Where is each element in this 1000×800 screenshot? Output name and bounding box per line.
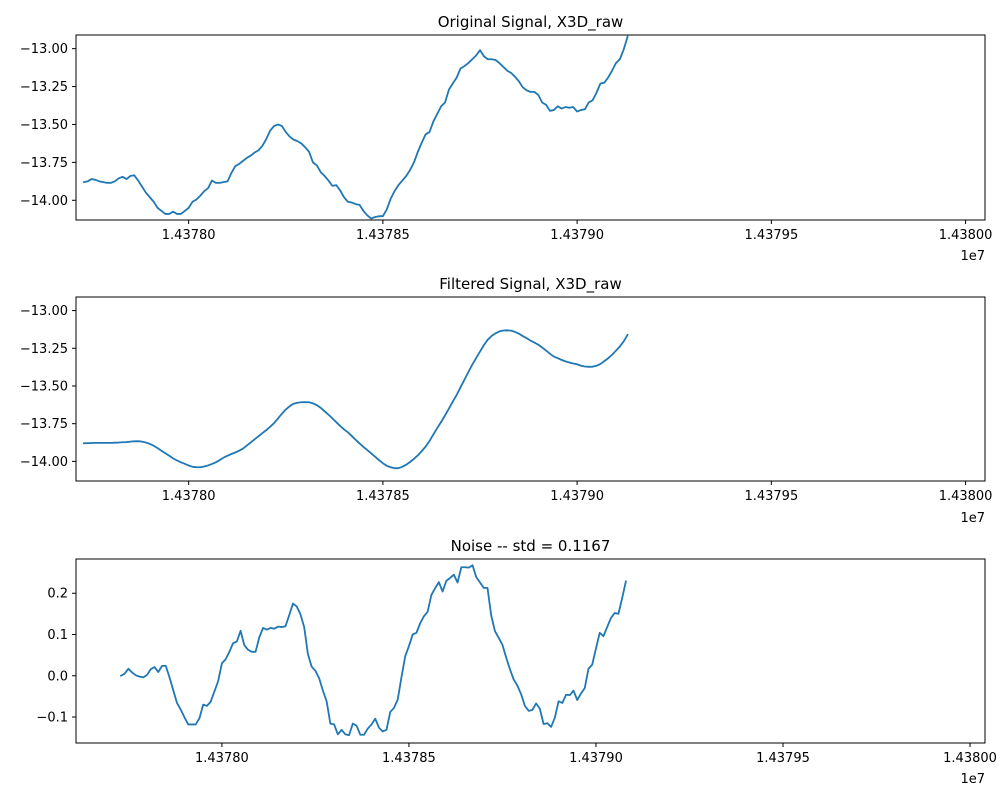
y-tick-label: 0.1 [47,628,68,643]
subplot-original-signal: Original Signal, X3D_raw 1.43780 1.43785 1… [20,13,993,264]
y-tick-label: 0.0 [47,669,68,684]
y-tick-label: −13.00 [20,304,68,319]
x-tick-label: 1.43780 [162,489,216,504]
y-tick-label: −13.25 [20,342,68,357]
x-tick-label: 1.43800 [939,228,993,243]
axes-frame [75,558,986,744]
y-tick-label: −14.00 [20,455,68,470]
x-axis-offset-label: 1e7 [960,249,985,264]
x-tick-label: 1.43785 [382,751,436,766]
x-axis-offset-label: 1e7 [960,511,985,526]
x-tick-label: 1.43780 [195,751,249,766]
plot-area: 1.43780 1.43785 1.43790 1.43795 1.43800 −14.0… [20,296,993,504]
subplot-filtered-signal: Filtered Signal, X3D_raw 1.43780 1.43785 1… [20,275,993,526]
y-tick-label: 0.2 [47,587,68,602]
y-tick-label: −13.50 [20,379,68,394]
x-tick-label: 1.43780 [162,228,216,243]
y-tick-label: −14.00 [20,194,68,209]
subplot-title: Noise -- std = 0.1167 [451,537,611,555]
x-tick-label: 1.43795 [744,489,798,504]
y-tick-label: −13.50 [20,118,68,133]
plot-area: 1.43780 1.43785 1.43790 1.43795 1.43800 −0.1 0… [36,558,997,766]
x-tick-label: 1.43800 [939,489,993,504]
series-line [82,329,629,470]
x-tick-label: 1.43790 [550,489,604,504]
x-tick-label: 1.43790 [569,751,623,766]
axes-frame [75,34,986,221]
x-tick-label: 1.43785 [356,489,410,504]
subplot-title: Original Signal, X3D_raw [438,13,624,32]
y-tick-label: −13.25 [20,80,68,95]
y-tick-label: −13.75 [20,417,68,432]
x-axis-offset-label: 1e7 [960,772,985,787]
series-line [82,35,629,220]
y-tick-label: −0.1 [36,711,68,726]
x-tick-label: 1.43790 [550,228,604,243]
x-tick-label: 1.43795 [756,751,810,766]
x-tick-label: 1.43800 [943,751,997,766]
plot-area: 1.43780 1.43785 1.43790 1.43795 1.43800 −14.0… [20,34,993,243]
axes-frame [75,296,986,482]
y-tick-label: −13.00 [20,42,68,57]
series-line [119,564,627,737]
subplot-noise: Noise -- std = 0.1167 1.43780 1.43785 1.43… [36,537,996,787]
y-tick-label: −13.75 [20,156,68,171]
x-tick-label: 1.43795 [744,228,798,243]
x-tick-label: 1.43785 [356,228,410,243]
subplot-title: Filtered Signal, X3D_raw [439,275,621,294]
